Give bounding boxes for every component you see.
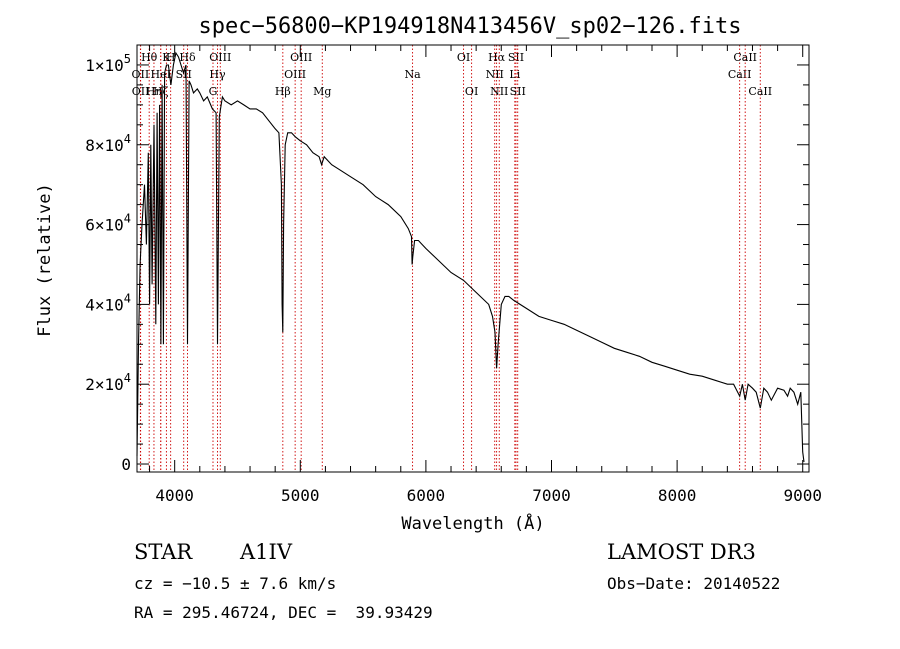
line-label-14: G xyxy=(209,85,218,98)
line-label-0: Hδ xyxy=(179,51,196,64)
line-label-2: Hβ xyxy=(275,85,291,98)
line-label-15: OIII xyxy=(284,68,306,81)
redshift-text: cz = −10.5 ± 7.6 km/s xyxy=(134,574,337,593)
line-label-13: OIII xyxy=(209,51,231,64)
x-tick-label-2: 6000 xyxy=(407,486,446,505)
line-label-8: H xyxy=(166,51,176,64)
line-label-25: SII xyxy=(510,85,526,98)
line-label-20: OI xyxy=(465,85,478,98)
line-label-1: Hγ xyxy=(209,68,226,81)
x-axis-label: Wavelength (Å) xyxy=(401,512,544,534)
line-label-16: OIII xyxy=(290,51,312,64)
line-label-7: K xyxy=(162,51,171,64)
line-label-27: CaII xyxy=(733,51,757,64)
y-tick-label-5: 1×105 xyxy=(85,52,131,75)
obs-date: Obs−Date: 20140522 xyxy=(607,574,781,593)
plot-frame xyxy=(136,44,810,473)
y-axis-label: Flux (relative) xyxy=(35,183,55,337)
line-label-24: SII xyxy=(508,51,524,64)
x-tick-label-0: 4000 xyxy=(155,486,194,505)
y-tick-label-2: 4×104 xyxy=(85,291,131,314)
line-label-23: Li xyxy=(509,68,520,81)
spectrum-series-line xyxy=(136,51,805,463)
object-subclass: A1IV xyxy=(240,540,292,564)
line-label-18: Na xyxy=(404,68,421,81)
x-tick-label-1: 5000 xyxy=(281,486,320,505)
line-label-10: OII xyxy=(132,85,150,98)
line-label-26: CaII xyxy=(728,68,752,81)
y-tick-label-3: 6×104 xyxy=(85,212,131,235)
line-label-11: HeI xyxy=(151,68,171,81)
line-label-17: Mg xyxy=(313,85,331,98)
chart-title: spec−56800−KP194918N413456V_sp02−126.fit… xyxy=(198,14,741,39)
line-label-19: OI xyxy=(457,51,470,64)
x-tick-label-4: 8000 xyxy=(658,486,697,505)
survey-name: LAMOST DR3 xyxy=(607,540,756,564)
x-tick-label-5: 9000 xyxy=(783,486,822,505)
line-label-21: NII xyxy=(486,68,504,81)
x-axis: 4000 5000 6000 7000 8000 9000 xyxy=(149,45,822,505)
y-tick-label-1: 2×104 xyxy=(85,371,131,394)
y-tick-label-0: 0 xyxy=(121,455,131,474)
line-label-5: Hη xyxy=(146,85,162,98)
y-tick-label-4: 8×104 xyxy=(85,132,131,155)
coordinates: RA = 295.46724, DEC = 39.93429 xyxy=(134,603,433,622)
line-label-28: CaII xyxy=(748,85,772,98)
line-label-3: Hα xyxy=(488,51,506,64)
line-label-12: SII xyxy=(176,68,192,81)
object-class: STAR xyxy=(134,540,193,564)
line-label-22: NII xyxy=(490,85,508,98)
x-tick-label-3: 7000 xyxy=(532,486,571,505)
line-label-4: Hθ xyxy=(141,51,158,64)
y-axis: 0 2×104 4×104 6×104 8×104 1×105 xyxy=(85,52,809,474)
